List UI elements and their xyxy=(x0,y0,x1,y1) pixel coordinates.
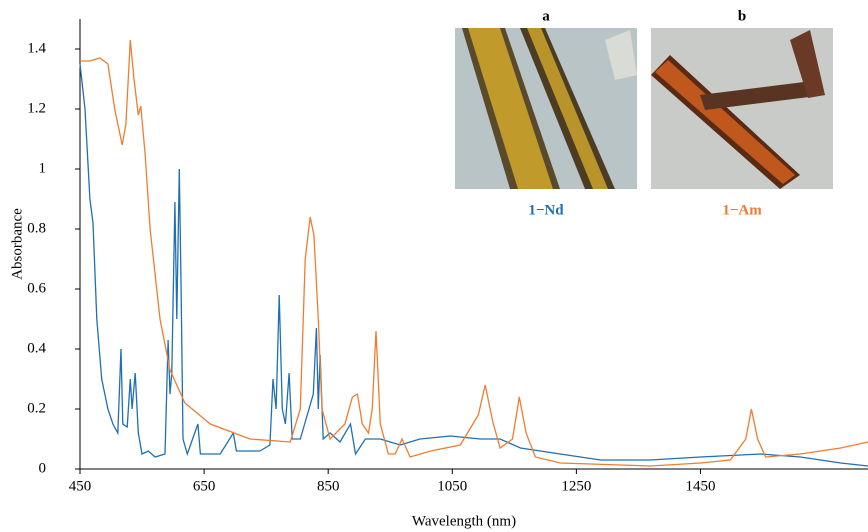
y-tick-label: 0.4 xyxy=(27,340,46,356)
y-tick-label: 0.8 xyxy=(27,220,46,236)
y-axis-label: Absorbance xyxy=(9,208,25,280)
inset-label: a xyxy=(542,8,550,24)
y-tick-label: 1.4 xyxy=(27,40,46,56)
y-tick-label: 1 xyxy=(39,160,47,176)
series-line xyxy=(80,39,868,467)
legend-label: 1−Am xyxy=(722,202,762,218)
y-tick-label: 0 xyxy=(39,460,47,476)
x-tick-label: 1250 xyxy=(561,478,591,494)
x-axis-label: Wavelength (nm) xyxy=(412,513,516,529)
legend-label: 1−Nd xyxy=(528,202,564,218)
x-tick-label: 450 xyxy=(69,478,92,494)
y-tick-label: 0.2 xyxy=(27,400,46,416)
y-tick-label: 1.2 xyxy=(27,100,46,116)
inset-image-b xyxy=(651,28,833,189)
y-tick-label: 0.6 xyxy=(27,280,46,296)
x-tick-label: 850 xyxy=(317,478,340,494)
x-tick-label: 650 xyxy=(193,478,216,494)
inset-label: b xyxy=(738,8,746,24)
x-tick-label: 1050 xyxy=(437,478,467,494)
series-line xyxy=(79,63,868,467)
x-tick-label: 1450 xyxy=(685,478,715,494)
inset-image-a xyxy=(455,28,637,189)
